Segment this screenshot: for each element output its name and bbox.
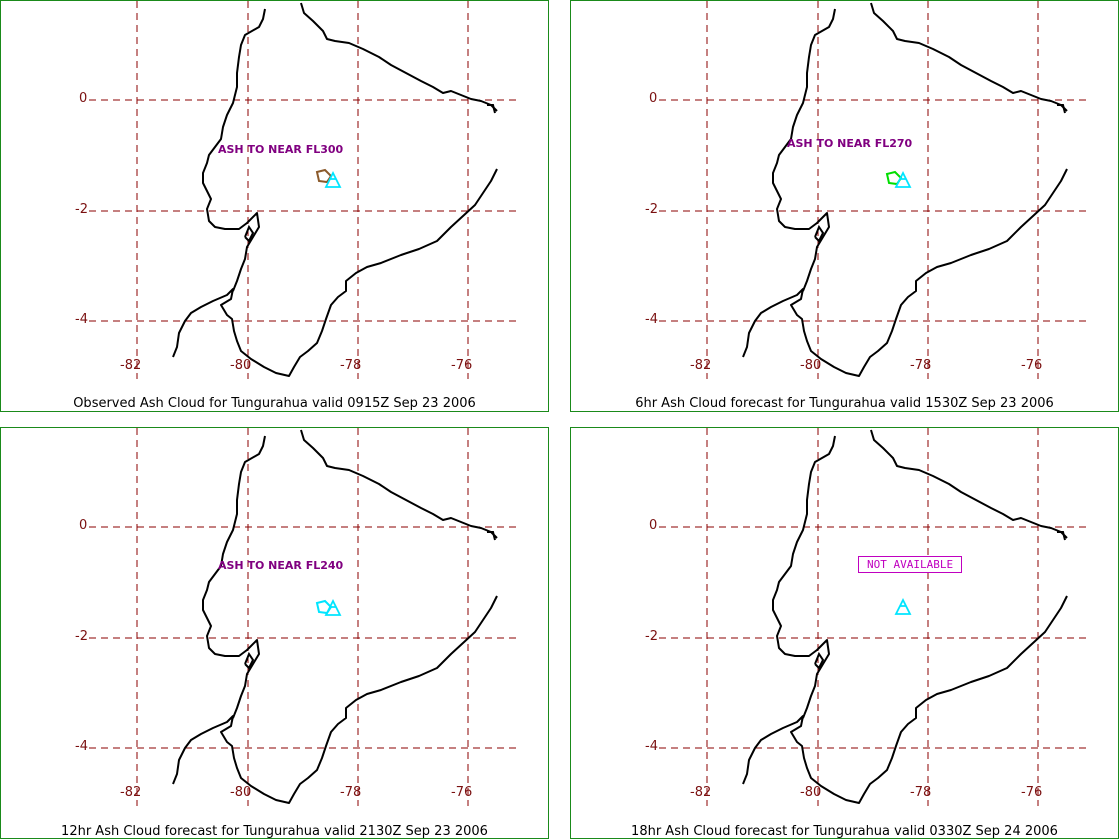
coastline-detail bbox=[814, 531, 1066, 670]
coastline bbox=[172, 2, 498, 377]
lon-label: -80 bbox=[800, 358, 822, 373]
volcano-icon bbox=[324, 598, 342, 616]
not-available-box: NOT AVAILABLE bbox=[858, 556, 963, 573]
grid-lines bbox=[659, 1, 1091, 379]
panel-caption: Observed Ash Cloud for Tungurahua valid … bbox=[73, 396, 476, 411]
map-panel-12hr: 0 -2 -4 -82 -80 -78 -76 ASH TO NEAR FL24… bbox=[0, 427, 549, 839]
panel-caption: 12hr Ash Cloud forecast for Tungurahua v… bbox=[61, 824, 488, 839]
lat-label: -2 bbox=[645, 629, 658, 644]
lon-label: -78 bbox=[910, 785, 932, 800]
map-canvas bbox=[89, 428, 521, 806]
coastline bbox=[742, 2, 1068, 377]
lon-label: -80 bbox=[800, 785, 822, 800]
lat-label: -4 bbox=[75, 739, 88, 754]
lon-label: -80 bbox=[230, 358, 252, 373]
lon-label: -76 bbox=[451, 358, 473, 373]
lon-label: -76 bbox=[451, 785, 473, 800]
panel-caption: 6hr Ash Cloud forecast for Tungurahua va… bbox=[635, 396, 1054, 411]
panel-caption: 18hr Ash Cloud forecast for Tungurahua v… bbox=[631, 824, 1058, 839]
lon-label: -80 bbox=[230, 785, 252, 800]
lat-label: -2 bbox=[75, 202, 88, 217]
lon-label: -78 bbox=[340, 785, 362, 800]
ash-height-label: ASH TO NEAR FL300 bbox=[218, 143, 344, 156]
map-canvas bbox=[89, 1, 521, 379]
lon-label: -76 bbox=[1021, 785, 1043, 800]
map-canvas bbox=[659, 1, 1091, 379]
grid-lines bbox=[89, 1, 521, 379]
coastline-detail bbox=[244, 104, 496, 243]
lat-label: -2 bbox=[645, 202, 658, 217]
map-panel-observed: 0 -2 -4 -82 -80 -78 -76 ASH TO NEAR FL30… bbox=[0, 0, 549, 412]
ash-height-label: ASH TO NEAR FL240 bbox=[218, 559, 344, 572]
coastline bbox=[172, 429, 498, 804]
ash-overlay bbox=[315, 598, 342, 616]
lon-label: -82 bbox=[120, 785, 142, 800]
lat-label: 0 bbox=[649, 91, 658, 106]
volcano-icon bbox=[894, 170, 912, 188]
grid-lines bbox=[659, 428, 1091, 806]
ash-overlay bbox=[885, 170, 912, 188]
ash-height-label: ASH TO NEAR FL270 bbox=[787, 137, 913, 150]
volcano-icon bbox=[324, 170, 342, 188]
grid-lines bbox=[89, 428, 521, 806]
ash-overlay bbox=[894, 597, 912, 615]
lat-label: 0 bbox=[79, 518, 88, 533]
map-panel-18hr: 0 -2 -4 -82 -80 -78 -76 NOT AVAILABLE 18… bbox=[570, 427, 1119, 839]
lat-label: -4 bbox=[75, 312, 88, 327]
lon-label: -78 bbox=[910, 358, 932, 373]
map-canvas bbox=[659, 428, 1091, 806]
lon-label: -82 bbox=[690, 358, 712, 373]
lon-label: -78 bbox=[340, 358, 362, 373]
lon-label: -76 bbox=[1021, 358, 1043, 373]
volcano-icon bbox=[894, 597, 912, 615]
lon-label: -82 bbox=[690, 785, 712, 800]
coastline-detail bbox=[244, 531, 496, 670]
lon-label: -82 bbox=[120, 358, 142, 373]
coastline-detail bbox=[814, 104, 1066, 243]
lat-label: 0 bbox=[649, 518, 658, 533]
lat-label: 0 bbox=[79, 91, 88, 106]
map-panel-6hr: 0 -2 -4 -82 -80 -78 -76 ASH TO NEAR FL27… bbox=[570, 0, 1119, 412]
lat-label: -2 bbox=[75, 629, 88, 644]
lat-label: -4 bbox=[645, 312, 658, 327]
coastline bbox=[742, 429, 1068, 804]
ash-overlay bbox=[315, 168, 342, 188]
lat-label: -4 bbox=[645, 739, 658, 754]
